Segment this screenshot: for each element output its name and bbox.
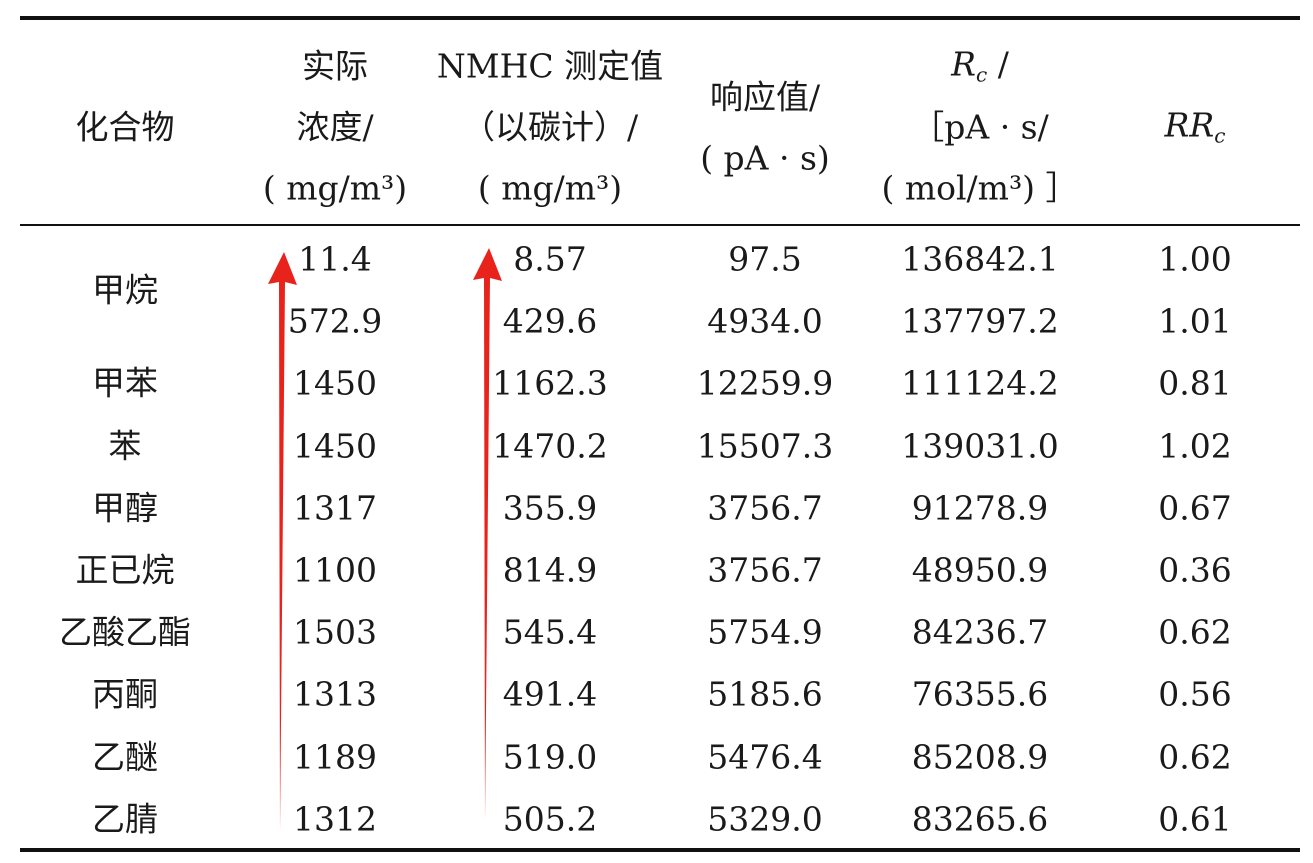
text-part: c [1214,123,1226,148]
cell-value: 91278.9 [911,488,1049,528]
cell-value: 5329.0 [707,799,823,839]
compound-name: 甲醇 [92,488,158,528]
header-text: （以碳计）/ [461,107,639,147]
text-part: R [951,44,977,84]
cell-value: 429.6 [502,301,598,341]
text-part: RR [1164,105,1215,145]
red-arrow [268,252,297,832]
compound-name: 正已烷 [75,550,175,590]
cell-value: 12259.9 [696,363,834,403]
header-text: Rc / [951,48,1009,85]
cell-value: 48950.9 [911,550,1049,590]
cell-value: 505.2 [502,799,598,839]
text-part: c [976,62,988,87]
cell-value: 355.9 [502,488,598,528]
header-text: ［pA · s/ [911,107,1049,147]
cell-value: 5476.4 [707,737,823,777]
cell-value: 0.36 [1158,550,1232,590]
cell-value: 491.4 [502,674,598,714]
header-text: 化合物 [75,107,175,147]
header-text: ( pA · s) [700,138,830,177]
cell-value: 1.01 [1158,301,1232,341]
cell-value: 111124.2 [901,363,1059,403]
header-text: ( mol/m³) ］ [881,168,1079,208]
cell-value: 572.9 [287,301,383,341]
compound-name: 苯 [108,426,142,466]
cell-value: 1312 [293,799,377,839]
cell-value: 0.61 [1158,799,1232,839]
cell-value: 0.67 [1158,488,1232,528]
compound-name: 乙酸乙酯 [59,612,191,652]
cell-value: 15507.3 [696,426,834,466]
header-text: ( mg/m³) [477,168,623,208]
cell-value: 5185.6 [707,674,823,714]
header-text: 浓度/ [296,107,374,147]
cell-value: 4934.0 [707,301,823,341]
cell-value: 139031.0 [901,426,1059,466]
cell-value: 519.0 [502,737,598,777]
compound-name: 丙酮 [92,674,158,714]
header-text: RRc [1165,109,1226,146]
cell-value: 545.4 [502,612,598,652]
cell-value: 136842.1 [901,239,1059,279]
cell-value: 1503 [293,612,377,652]
compound-name: 乙腈 [92,799,158,839]
cell-value: 76355.6 [911,674,1049,714]
cell-value: 97.5 [728,239,802,279]
cell-value: 1189 [293,737,377,777]
cell-value: 5754.9 [707,612,823,652]
cell-value: 0.56 [1158,674,1232,714]
cell-value: 1100 [293,550,377,590]
header-text: 响应值/ [709,77,821,116]
cell-value: 1.00 [1158,239,1232,279]
cell-value: 1317 [293,488,377,528]
compound-name: 甲烷 [92,270,158,310]
cell-value: 1162.3 [492,363,608,403]
cell-value: 83265.6 [911,799,1049,839]
compound-name: 乙醚 [92,737,158,777]
header-rule [20,224,1300,226]
cell-value: 0.62 [1158,612,1232,652]
cell-value: 1450 [293,426,377,466]
cell-value: 8.57 [513,239,587,279]
cell-value: 3756.7 [707,550,823,590]
cell-value: 3756.7 [707,488,823,528]
header-text: NMHC 测定值 [436,46,664,86]
cell-value: 1.02 [1158,426,1232,466]
top-rule [20,16,1300,20]
red-arrow [473,248,502,820]
cell-value: 0.62 [1158,737,1232,777]
compound-name: 甲苯 [92,363,158,403]
cell-value: 0.81 [1158,363,1232,403]
cell-value: 1313 [293,674,377,714]
cell-value: 11.4 [298,239,372,279]
header-text: 实际 [302,46,368,86]
cell-value: 137797.2 [901,301,1059,341]
header-text: ( mg/m³) [262,168,408,208]
cell-value: 84236.7 [911,612,1049,652]
text-part: / [987,44,1009,84]
bottom-rule [20,848,1300,852]
cell-value: 814.9 [502,550,598,590]
cell-value: 1470.2 [492,426,608,466]
cell-value: 1450 [293,363,377,403]
cell-value: 85208.9 [911,737,1049,777]
